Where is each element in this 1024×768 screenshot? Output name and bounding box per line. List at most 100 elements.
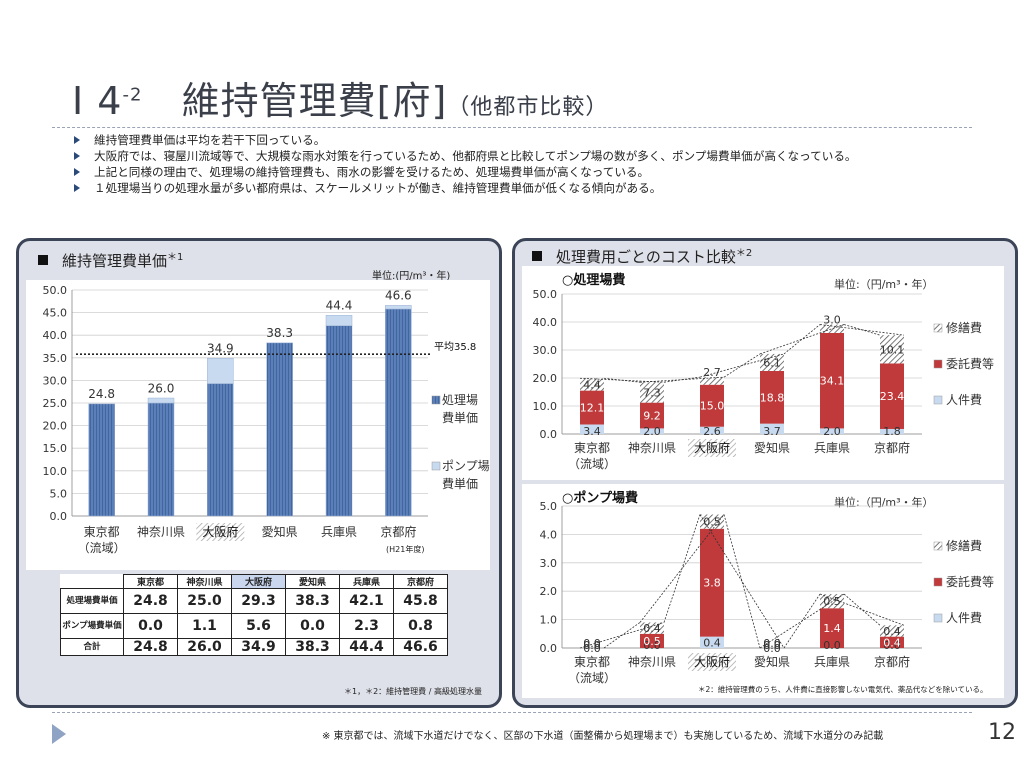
- table-cell: 34.9: [231, 638, 286, 656]
- legend-label: ポンプ場費単価: [442, 459, 490, 491]
- connector-line: [819, 593, 905, 626]
- y-tick-label: 45.0: [43, 307, 68, 320]
- bar-segment: [640, 382, 664, 403]
- segment-label: 3.0: [823, 314, 841, 327]
- square-bullet-icon: [532, 251, 542, 261]
- category-label: 兵庫県: [321, 525, 357, 539]
- bullet-item: 上記と同様の理由で、処理場の維持管理費も、雨水の影響を受けるため、処理場費単価が…: [72, 164, 972, 180]
- bullet-item: 大阪府では、寝屋川流域等で、大規模な雨水対策を行っているため、他都府県と比較して…: [72, 148, 972, 164]
- right-note: ＊2：維持管理費のうち、人件費に直接影響しない電気代、薬品代などを除いている。: [698, 685, 988, 694]
- category-label: 神奈川県: [628, 441, 676, 455]
- bar-segment: [820, 428, 844, 434]
- bar-segment: [580, 390, 604, 425]
- legend-label: 人件費: [946, 392, 982, 407]
- pump-chart-area: ○ポンプ場費 単位:（円/m³・年） 0.0 1.0 2.0 3.0 4.0 5.0 0.0 0.…: [522, 484, 1004, 698]
- y-tick-label: 2.0: [540, 585, 558, 598]
- table-header: 東京都: [123, 574, 178, 589]
- segment-label: 0.4: [643, 622, 661, 635]
- data-table: 東京都 神奈川県 大阪府 愛知県 兵庫県 京都府 処理場費単価 24.8 25.…: [60, 574, 448, 656]
- category-label: 兵庫県: [814, 441, 850, 455]
- segment-label: 0.0: [583, 639, 601, 652]
- highlight-box: [688, 439, 736, 457]
- title-main: 維持管理費[府]: [181, 79, 448, 123]
- category-label: 神奈川県: [628, 655, 676, 669]
- table-header: 大阪府: [231, 574, 286, 589]
- table-cell: 2.3: [339, 613, 394, 639]
- right-panel-title: 処理費用ごとのコスト比較＊2: [532, 244, 752, 267]
- bar-segment: [880, 363, 904, 429]
- category-label: 愛知県: [754, 441, 790, 455]
- source-note: ＊1，＊2：維持管理費 / 高級処理水量: [344, 687, 482, 696]
- table-cell: 24.8: [123, 588, 178, 614]
- bar-segment: [325, 325, 353, 517]
- bullet-item: １処理場当りの処理水量が多い都府県は、スケールメリットが働き、維持管理費単価が低…: [72, 180, 972, 196]
- legend-swatch: [933, 541, 943, 551]
- legend-label: 修繕費: [946, 538, 982, 553]
- year-note: (H21年度): [386, 545, 425, 554]
- y-tick-label: 5.0: [540, 500, 558, 513]
- y-tick-label: 0.0: [50, 510, 68, 523]
- bar-total-label: 44.4: [326, 298, 353, 312]
- row-label: 合計: [60, 638, 124, 656]
- connector-line: [759, 324, 845, 355]
- segment-label: 3.4: [583, 425, 601, 438]
- segment-label: 0.0: [583, 637, 601, 650]
- bullet-item: 維持管理費単価は平均を若干下回っている。: [72, 132, 972, 148]
- table-cell: 0.8: [393, 613, 448, 639]
- bar-segment: [580, 424, 604, 434]
- bar-segment: [207, 358, 234, 384]
- connector-line: [579, 622, 665, 649]
- segment-label: 0.0: [583, 642, 601, 655]
- segment-label: 2.6: [703, 425, 721, 438]
- bar-segment: [147, 397, 175, 404]
- segment-label: 10.1: [880, 343, 905, 356]
- pump-chart: ○ポンプ場費 単位:（円/m³・年）0.01.02.03.04.05.00.00.…: [540, 490, 995, 685]
- left-panel-title: 維持管理費単価＊1: [38, 248, 183, 271]
- table-cell: 5.6: [231, 613, 286, 639]
- bar-segment: [700, 528, 724, 637]
- right-title-mark: ＊2: [735, 248, 753, 259]
- title-sup: -2: [122, 84, 143, 106]
- segment-label: 6.1: [763, 356, 781, 369]
- bar-total-label: 38.3: [266, 326, 293, 340]
- y-tick-label: 1.0: [540, 614, 558, 627]
- bar-segment: [880, 625, 904, 637]
- y-tick-label: 0.0: [540, 642, 558, 655]
- treatment-chart: ○処理場費 単位:（円/m³・年） 0.0 10.0 20.0 30.0 40.0 50.0 3…: [533, 272, 995, 471]
- highlight-box: [196, 523, 245, 541]
- table-header: 愛知県: [285, 574, 340, 589]
- bar-segment: [820, 324, 844, 333]
- y-tick-label: 30.0: [533, 344, 558, 357]
- row-label: ポンプ場費単価: [60, 613, 124, 639]
- highlight-box: [688, 653, 736, 671]
- bar-segment: [700, 377, 724, 385]
- bar-segment: [880, 636, 904, 648]
- segment-label: 0.4: [703, 636, 721, 649]
- bar-segment: [700, 636, 724, 648]
- table-cell: 46.6: [393, 638, 448, 656]
- square-bullet-icon: [38, 255, 48, 265]
- category-label: 東京都: [574, 441, 610, 455]
- title-divider: [52, 127, 972, 128]
- bar-segment: [880, 428, 904, 434]
- segment-label: 0.0: [643, 639, 661, 652]
- segment-label: 12.1: [580, 402, 605, 415]
- bar-segment: [385, 308, 412, 517]
- category-label: 大阪府: [694, 654, 730, 669]
- segment-label: 0.0: [883, 639, 901, 652]
- connector-line: [819, 324, 905, 336]
- segment-label: 7.3: [643, 386, 661, 399]
- bar-total-label: 46.6: [385, 288, 412, 302]
- legend-swatch: [933, 323, 943, 333]
- category-label: 愛知県: [754, 655, 790, 669]
- y-tick-label: 10.0: [533, 400, 558, 413]
- table-row: 処理場費単価 24.8 25.0 29.3 38.3 42.1 45.8: [60, 588, 448, 614]
- table-cell: 0.0: [285, 613, 340, 639]
- table-header: 神奈川県: [177, 574, 232, 589]
- table-cell: 42.1: [339, 588, 394, 614]
- legend-swatch: [431, 461, 441, 471]
- category-label: （流域）: [568, 457, 616, 471]
- average-label: 平均35.8: [434, 341, 476, 353]
- bar-segment: [640, 622, 664, 634]
- bar-segment: [640, 428, 664, 434]
